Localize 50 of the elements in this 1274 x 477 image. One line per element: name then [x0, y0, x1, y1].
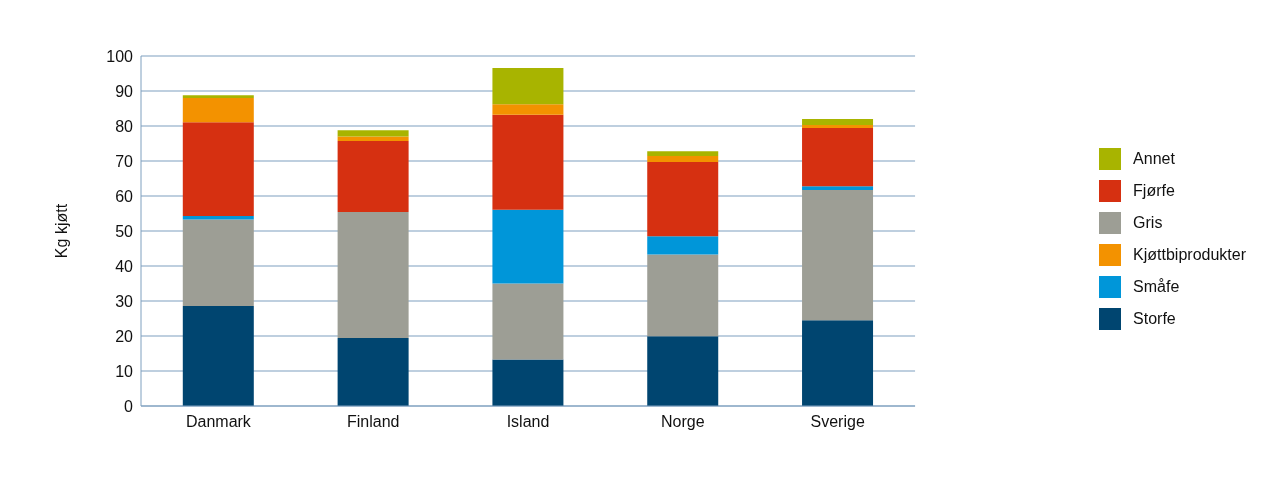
legend-label: Fjørfe — [1133, 181, 1175, 199]
bar — [337, 130, 409, 137]
x-tick-label: Sverige — [810, 413, 865, 431]
y-tick-label: 0 — [124, 397, 134, 415]
bar — [802, 190, 874, 321]
y-tick-label: 20 — [115, 327, 134, 345]
bar — [647, 336, 719, 406]
bar — [647, 151, 719, 157]
y-tick-label: 50 — [115, 222, 134, 240]
bar — [492, 67, 564, 105]
bar — [802, 320, 874, 406]
legend-label: Småfe — [1133, 277, 1180, 295]
y-tick-label: 90 — [115, 82, 134, 100]
bar — [802, 119, 874, 125]
legend-label: Storfe — [1133, 309, 1176, 327]
bar — [647, 162, 719, 237]
bar — [492, 114, 564, 210]
bar — [647, 156, 719, 163]
y-tick-label: 70 — [115, 152, 134, 170]
bar — [647, 254, 719, 337]
bar — [182, 122, 254, 216]
legend-label: Kjøttbiprodukter — [1133, 245, 1246, 263]
y-tick-label: 100 — [106, 47, 134, 65]
bar — [182, 219, 254, 306]
bar — [182, 98, 254, 123]
legend-label: Gris — [1133, 213, 1163, 231]
y-tick-label: 10 — [115, 362, 134, 380]
bar — [337, 212, 409, 339]
bar — [337, 141, 409, 213]
y-tick-label: 60 — [115, 187, 134, 205]
bar — [492, 283, 564, 360]
bar — [337, 338, 409, 406]
bar — [492, 359, 564, 406]
bar — [802, 128, 874, 187]
y-tick-label: 40 — [115, 257, 134, 275]
x-tick-label: Finland — [346, 413, 400, 431]
bar — [182, 305, 254, 406]
y-tick-label: 80 — [115, 117, 134, 135]
bar — [802, 124, 874, 129]
x-tick-label: Island — [506, 413, 550, 431]
bar — [182, 95, 254, 98]
bar — [492, 209, 564, 284]
x-tick-label: Danmark — [185, 413, 252, 431]
bar — [647, 236, 719, 255]
x-tick-label: Norge — [661, 413, 705, 431]
bar — [802, 186, 874, 191]
y-axis-title: Kg kjøtt — [52, 203, 70, 259]
legend-label: Annet — [1133, 149, 1175, 167]
y-tick-label: 30 — [115, 292, 134, 310]
bar — [492, 104, 564, 115]
